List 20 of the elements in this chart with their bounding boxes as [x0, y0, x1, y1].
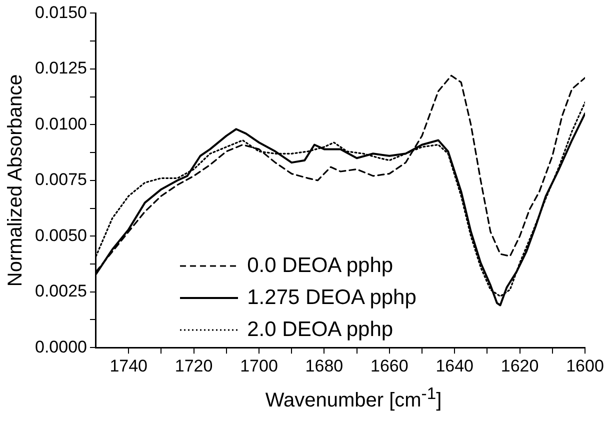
legend-label: 0.0 DEOA pphp	[247, 254, 394, 278]
y-tick-label: 0.0050	[34, 226, 87, 245]
x-axis-title: Wavenumber [cm$^{-1}$]	[264, 384, 443, 413]
x-tick-label: 1700	[240, 356, 278, 376]
y-tick-label: 0.0075	[34, 170, 87, 190]
x-tick-label: 1640	[436, 356, 474, 376]
y-tick-label: 0.0000	[34, 337, 87, 356]
x-tick-label: 1660	[370, 356, 408, 376]
y-tick-label: 0.0025	[34, 282, 87, 301]
legend-label: 2.0 DEOA pphp	[247, 318, 394, 342]
x-tick-label: 1740	[110, 356, 148, 376]
x-tick-label: 1720	[174, 356, 213, 376]
y-tick-label: 0.0100	[34, 114, 87, 134]
x-tick-label: 1680	[305, 356, 344, 376]
y-tick-label: 0.0125	[34, 58, 87, 78]
y-axis-title: Normalized Absorbance	[4, 74, 27, 287]
y-tick-label: 0.0150	[34, 2, 87, 22]
x-tick-label: 1620	[500, 356, 539, 376]
legend-label: 1.275 DEOA pphp	[247, 286, 416, 310]
x-tick-label: 1600	[566, 356, 604, 376]
